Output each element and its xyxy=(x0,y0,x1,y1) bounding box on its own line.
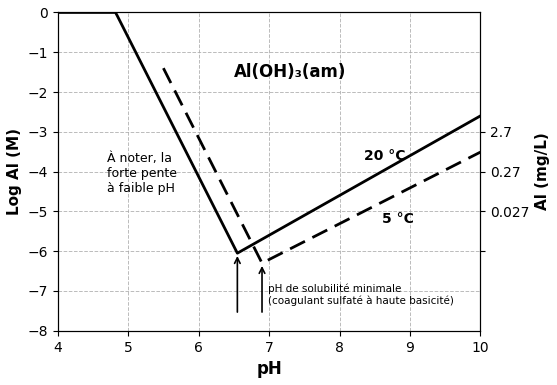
Text: 5 °C: 5 °C xyxy=(382,213,414,226)
Text: Al(OH)₃(am): Al(OH)₃(am) xyxy=(234,63,346,81)
Y-axis label: Al (mg/L): Al (mg/L) xyxy=(535,133,550,211)
Y-axis label: Log Al (M): Log Al (M) xyxy=(7,128,22,215)
Text: pH de solubilité minimale
(coagulant sulfaté à haute basicité): pH de solubilité minimale (coagulant sul… xyxy=(268,284,453,306)
Text: À noter, la
forte pente
à faible pH: À noter, la forte pente à faible pH xyxy=(107,152,177,195)
X-axis label: pH: pH xyxy=(256,360,282,378)
Text: 20 °C: 20 °C xyxy=(364,149,405,163)
